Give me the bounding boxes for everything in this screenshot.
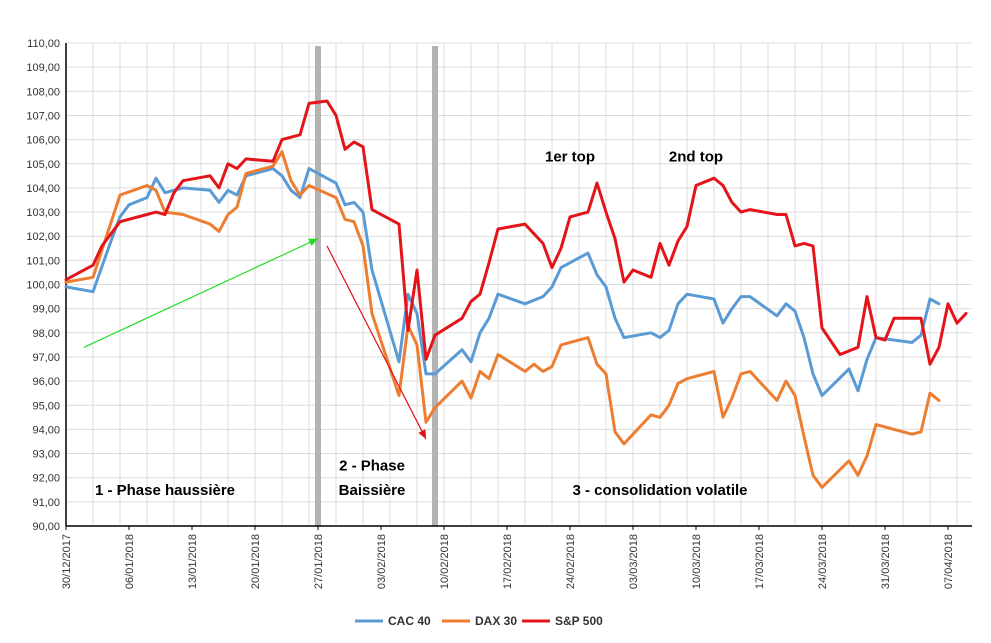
y-tick-label: 90,00	[32, 521, 60, 533]
series-line-2	[64, 99, 968, 366]
x-tick-label: 03/03/2018	[628, 534, 640, 589]
x-tick-label: 07/04/2018	[943, 534, 955, 589]
legend-label-1: DAX 30	[475, 614, 517, 628]
y-tick-label: 93,00	[32, 449, 60, 461]
phase-annotation: 3 - consolidation volatile	[572, 482, 747, 499]
phase-divider	[315, 46, 321, 526]
y-tick-label: 106,00	[26, 135, 60, 147]
x-tick-label: 27/01/2018	[313, 534, 325, 589]
legend-label-0: CAC 40	[388, 614, 431, 628]
x-tick-label: 24/02/2018	[565, 534, 577, 589]
series-lines	[64, 99, 968, 489]
y-tick-label: 97,00	[32, 352, 60, 364]
trend-arrow-1	[326, 245, 427, 440]
y-tick-label: 100,00	[26, 280, 60, 292]
phase-annotation: 2 - Phase	[339, 458, 405, 475]
x-tick-label: 24/03/2018	[817, 534, 829, 589]
y-tick-label: 105,00	[26, 159, 60, 171]
x-tick-label: 30/12/2017	[61, 534, 73, 589]
y-tick-label: 91,00	[32, 497, 60, 509]
series-line-1	[64, 150, 941, 489]
y-tick-label: 108,00	[26, 86, 60, 98]
phase-annotation: 1er top	[545, 149, 595, 166]
x-tick-label: 10/03/2018	[691, 534, 703, 589]
gridlines	[66, 42, 972, 526]
y-tick-label: 103,00	[26, 207, 60, 219]
x-tick-label: 20/01/2018	[250, 534, 262, 589]
x-tick-label: 13/01/2018	[187, 534, 199, 589]
y-tick-label: 107,00	[26, 110, 60, 122]
series-line-0	[64, 167, 941, 398]
x-tick-label: 03/02/2018	[376, 534, 388, 589]
x-tick-label: 10/02/2018	[439, 534, 451, 589]
y-tick-label: 101,00	[26, 255, 60, 267]
phase-markers	[315, 46, 438, 526]
y-tick-label: 109,00	[26, 62, 60, 74]
y-tick-label: 99,00	[32, 304, 60, 316]
y-tick-label: 96,00	[32, 376, 60, 388]
arrow-head-1	[418, 429, 426, 440]
phase-annotation: 1 - Phase haussière	[95, 482, 235, 499]
y-tick-label: 95,00	[32, 400, 60, 412]
annotations: 1 - Phase haussière 2 - Phase Baissière 3 -…	[95, 149, 748, 499]
y-tick-label: 104,00	[26, 183, 60, 195]
legend-label-2: S&P 500	[555, 614, 603, 628]
axes: 90,00 91,00 92,00 93,00 94,00 95,00 96,00 97,00…	[26, 38, 972, 589]
trend-arrow-0	[83, 238, 319, 348]
y-tick-label: 110,00	[27, 38, 60, 50]
x-tick-label: 06/01/2018	[124, 534, 136, 589]
arrows	[83, 238, 427, 440]
x-tick-label: 17/03/2018	[754, 534, 766, 589]
phase-divider	[432, 46, 438, 526]
y-tick-label: 102,00	[26, 231, 60, 243]
phase-annotation: Baissière	[339, 482, 406, 499]
legend: CAC 40 DAX 30 S&P 500	[355, 614, 603, 628]
phase-annotation: 2nd top	[669, 149, 723, 166]
y-tick-label: 98,00	[32, 328, 60, 340]
x-tick-label: 31/03/2018	[880, 534, 892, 589]
y-tick-label: 94,00	[32, 424, 60, 436]
y-tick-label: 92,00	[32, 473, 60, 485]
arrow-head-0	[308, 238, 318, 247]
x-tick-label: 17/02/2018	[502, 534, 514, 589]
